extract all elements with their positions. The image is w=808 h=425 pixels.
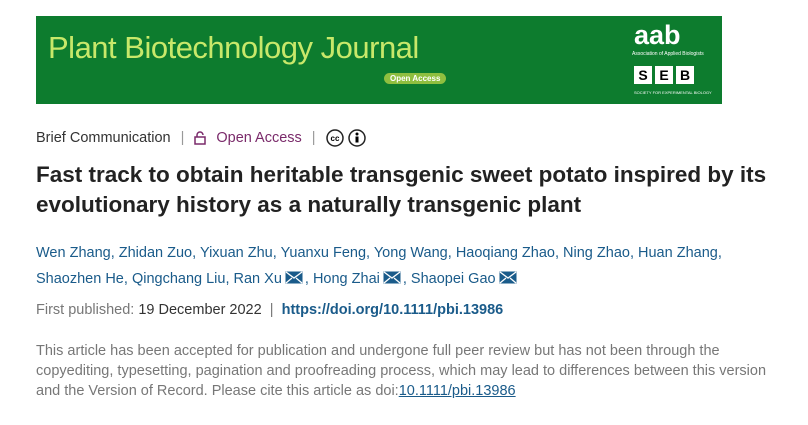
logo-letter: S xyxy=(634,66,652,84)
divider: | xyxy=(311,130,316,146)
author-name[interactable]: Haoqiang Zhao xyxy=(455,245,555,261)
author: Ran Xu, xyxy=(234,271,309,287)
separator: , xyxy=(554,245,560,261)
author: Shaopei Gao xyxy=(411,271,519,287)
email-icon[interactable] xyxy=(499,271,517,284)
author-name[interactable]: Wen Zhang xyxy=(36,245,111,261)
journal-name: Plant Biotechnology Journal xyxy=(48,30,419,65)
author: Yuanxu Feng, xyxy=(281,245,371,261)
author-name[interactable]: Huan Zhang xyxy=(638,245,718,261)
society-name: SOCIETY FOR EXPERIMENTAL BIOLOGY xyxy=(634,90,712,95)
society-logo: aab xyxy=(634,20,681,50)
author-name[interactable]: Ran Xu xyxy=(233,271,282,287)
separator: , xyxy=(110,245,115,261)
separator: , xyxy=(192,245,197,261)
author: Yong Wang, xyxy=(374,245,452,261)
author-name[interactable]: Ning Zhao xyxy=(563,245,630,261)
separator: , xyxy=(629,245,634,261)
open-access-badge: Open Access xyxy=(384,73,447,84)
separator: , xyxy=(447,245,452,261)
article-type: Brief Communication xyxy=(36,130,171,146)
author-name[interactable]: Shaozhen He xyxy=(36,271,124,287)
author-name[interactable]: Qingchang Liu xyxy=(131,271,226,287)
access-label: Open Access xyxy=(216,130,302,146)
society-name: Association of Applied Biologists xyxy=(632,51,704,57)
author: Zhidan Zuo, xyxy=(119,245,196,261)
lock-icon xyxy=(194,131,207,145)
license-icons: cc xyxy=(325,129,366,147)
society-logo: S E B xyxy=(634,66,694,84)
divider: | xyxy=(180,130,185,146)
author: Yixuan Zhu, xyxy=(200,245,277,261)
author-name[interactable]: Zhidan Zuo xyxy=(118,245,193,261)
author: Wen Zhang, xyxy=(36,245,115,261)
separator: , xyxy=(402,271,407,287)
author-list: Wen Zhang, Zhidan Zuo, Yixuan Zhu, Yuanx… xyxy=(36,240,786,292)
logo-letter: B xyxy=(676,66,694,84)
separator: , xyxy=(304,271,309,287)
author: Ning Zhao, xyxy=(563,245,634,261)
author-name[interactable]: Yuanxu Feng xyxy=(280,245,367,261)
svg-text:cc: cc xyxy=(330,134,339,143)
author-name[interactable]: Shaopei Gao xyxy=(410,271,496,287)
author: Shaozhen He, xyxy=(36,271,128,287)
separator: , xyxy=(272,245,277,261)
author: Huan Zhang, xyxy=(638,245,722,261)
article-title: Fast track to obtain heritable transgeni… xyxy=(36,162,767,217)
journal-banner: Plant Biotechnology Journal Open Access … xyxy=(36,16,722,104)
email-icon[interactable] xyxy=(383,271,401,284)
notice: This article has been accepted for publi… xyxy=(36,341,786,401)
notice-text: This article has been accepted for publi… xyxy=(36,343,767,399)
author-name[interactable]: Yong Wang xyxy=(373,245,448,261)
author: Haoqiang Zhao, xyxy=(456,245,559,261)
published-label: First published: xyxy=(36,302,135,318)
logo-letter: E xyxy=(655,66,673,84)
separator: , xyxy=(717,245,722,261)
published-date: 19 December 2022 xyxy=(138,302,262,318)
separator: , xyxy=(366,245,371,261)
email-icon[interactable] xyxy=(285,271,303,284)
separator: , xyxy=(123,271,128,287)
separator: , xyxy=(225,271,230,287)
publication-info: First published: 19 December 2022 | http… xyxy=(36,302,503,318)
divider: | xyxy=(269,302,274,318)
author-name[interactable]: Hong Zhai xyxy=(312,271,380,287)
author: Qingchang Liu, xyxy=(132,271,230,287)
author: Hong Zhai, xyxy=(313,271,407,287)
doi-link[interactable]: https://doi.org/10.1111/pbi.13986 xyxy=(281,302,504,318)
doi-link[interactable]: 10.1111/pbi.13986 xyxy=(398,383,516,399)
article-meta: Brief Communication | Open Access | cc xyxy=(36,128,368,148)
author-name[interactable]: Yixuan Zhu xyxy=(199,245,273,261)
